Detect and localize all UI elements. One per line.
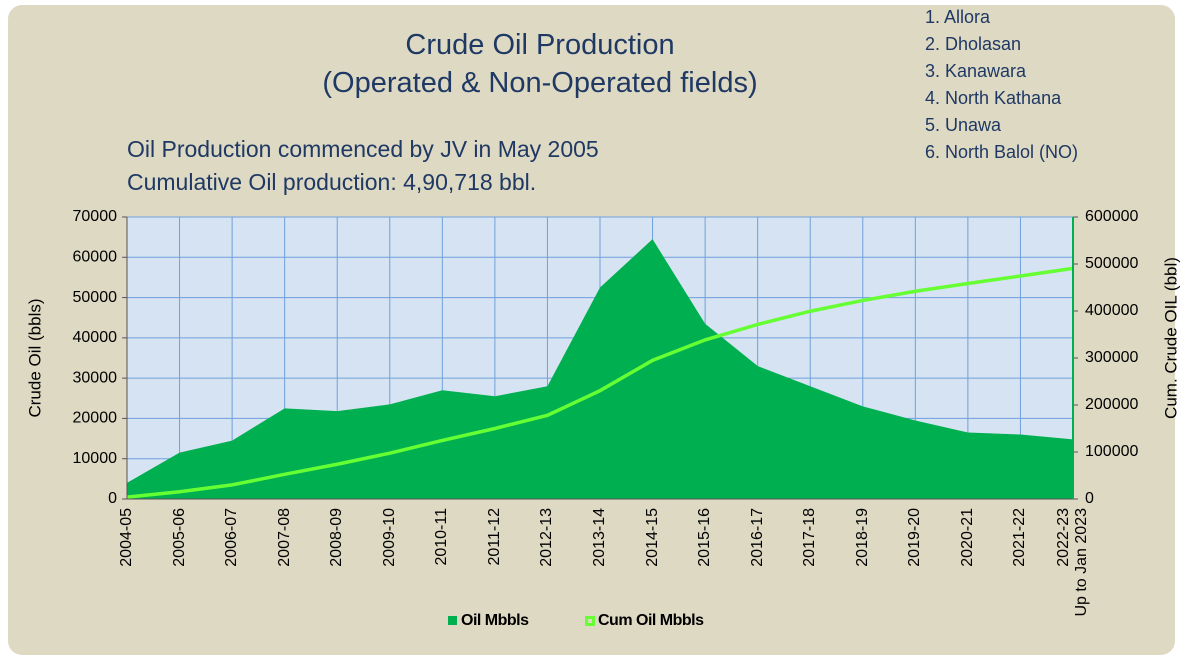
y2-tick-label: 300000 <box>1085 349 1138 366</box>
area <box>127 239 1073 499</box>
x-tick-label: 2021-22 <box>1011 508 1029 567</box>
y2-tick-label: 100000 <box>1085 443 1138 460</box>
x-tick-label: 2009-10 <box>380 508 398 567</box>
y2-tick-label: 400000 <box>1085 302 1138 319</box>
legend-label: Oil Mbbls <box>461 612 529 629</box>
annotation: Cumulative Oil production: 4,90,718 bbl. <box>127 169 537 195</box>
field-item: 4. North Kathana <box>925 88 1062 108</box>
field-item: 5. Unawa <box>925 115 1002 135</box>
x-tick-label: 2016-17 <box>748 508 766 567</box>
field-item: 1. Allora <box>925 7 991 27</box>
x-tick-label: 2017-18 <box>801 508 819 567</box>
legend-swatch <box>585 616 595 626</box>
x-tick-label: 2007-08 <box>275 508 293 567</box>
line <box>126 266 1074 499</box>
y-tick-label: 70000 <box>73 208 118 225</box>
x-tick-label: 2020-21 <box>958 508 976 567</box>
field-item: 3. Kanawara <box>925 61 1027 81</box>
y2-tick-label: 600000 <box>1085 208 1138 225</box>
x-tick-label: 2018-19 <box>853 508 871 567</box>
annotation: Oil Production commenced by JV in May 20… <box>127 136 599 162</box>
x-tick-label: 2013-14 <box>591 508 608 567</box>
x-tick-label: 2012-13 <box>538 508 556 567</box>
y2-axis-label: Cum. Crude OIL (bbl) <box>1161 257 1180 419</box>
x-tick-label: 2011-12 <box>485 508 503 566</box>
field-item: 6. North Balol (NO) <box>925 142 1079 162</box>
y-tick-label: 30000 <box>73 369 118 386</box>
x-tick-label: 2010-11 <box>433 508 451 566</box>
y2-tick-label: 200000 <box>1085 396 1138 413</box>
x-tick-label: 2008-09 <box>328 508 346 567</box>
y-tick-label: 10000 <box>73 450 118 467</box>
y-tick-label: 60000 <box>73 249 118 266</box>
x-tick-label: 2022-23 Up to Jan 2023 <box>1055 508 1090 617</box>
x-tick-label: 2005-06 <box>170 508 188 567</box>
y-tick-label: 0 <box>108 490 117 507</box>
legend-swatch <box>448 616 457 625</box>
y-tick-label: 20000 <box>73 410 118 427</box>
field-item: 2. Dholasan <box>925 34 1022 54</box>
x-tick-label: 2019-20 <box>906 508 924 567</box>
y-tick-label: 50000 <box>73 289 118 306</box>
y2-tick-label: 0 <box>1085 490 1094 507</box>
x-tick-label: 2006-07 <box>223 508 241 567</box>
y2-tick-label: 500000 <box>1085 255 1138 272</box>
x-tick-label: 2004-05 <box>118 508 135 567</box>
x-tick-label: 2014-15 <box>643 508 661 567</box>
legend-label: Cum Oil Mbbls <box>598 612 704 629</box>
chart-title: Crude Oil Production (Operated & Non-Ope… <box>322 29 758 99</box>
y-axis-label: Crude Oil (bbls) <box>25 298 44 417</box>
y-tick-label: 40000 <box>73 329 118 346</box>
x-tick-label: 2015-16 <box>696 508 714 567</box>
